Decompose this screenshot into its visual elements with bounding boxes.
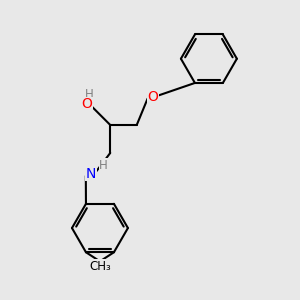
Text: O: O <box>148 90 158 104</box>
Text: H: H <box>85 88 93 100</box>
Text: H: H <box>99 159 108 172</box>
Text: CH₃: CH₃ <box>89 260 111 273</box>
Text: O: O <box>81 98 92 111</box>
Text: N: N <box>86 167 96 181</box>
